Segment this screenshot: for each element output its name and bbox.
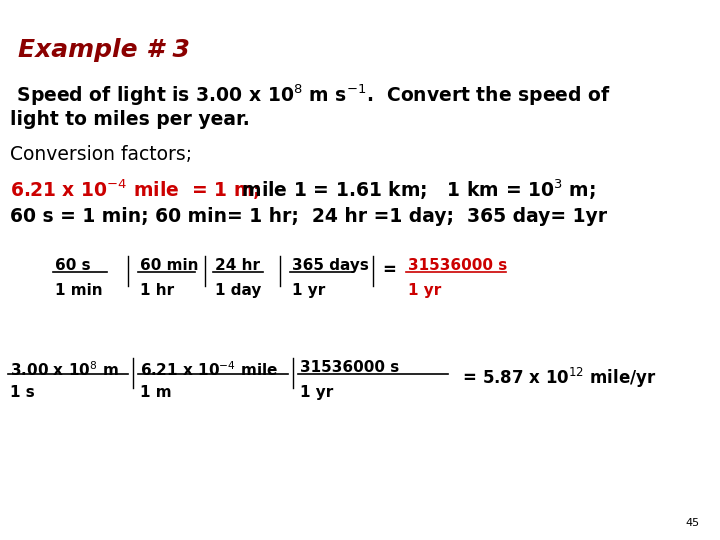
Text: 1 s: 1 s — [10, 385, 35, 400]
Text: 365 days: 365 days — [292, 258, 369, 273]
Text: 31536000 s: 31536000 s — [408, 258, 508, 273]
Text: 5.87 x 10$^{12}$ mile/yr: 5.87 x 10$^{12}$ mile/yr — [482, 366, 657, 390]
Text: 1 yr: 1 yr — [300, 385, 333, 400]
Text: =: = — [382, 261, 396, 279]
Text: 1 day: 1 day — [215, 283, 261, 298]
Text: 60 s: 60 s — [55, 258, 91, 273]
Text: 1 min: 1 min — [55, 283, 103, 298]
Text: 1 m: 1 m — [140, 385, 171, 400]
Text: 45: 45 — [686, 518, 700, 528]
Text: light to miles per year.: light to miles per year. — [10, 110, 250, 129]
Text: 60 s = 1 min; 60 min= 1 hr;  24 hr =1 day;  365 day= 1yr: 60 s = 1 min; 60 min= 1 hr; 24 hr =1 day… — [10, 207, 607, 226]
Text: =: = — [462, 369, 476, 387]
Text: 24 hr: 24 hr — [215, 258, 260, 273]
Text: 3.00 x 10$^{8}$ m: 3.00 x 10$^{8}$ m — [10, 360, 119, 379]
Text: 1 hr: 1 hr — [140, 283, 174, 298]
Text: Example # 3: Example # 3 — [18, 38, 190, 62]
Text: 31536000 s: 31536000 s — [300, 360, 400, 375]
Text: 1 yr: 1 yr — [292, 283, 325, 298]
Text: mile 1 = 1.61 km;   1 km = 10$^{3}$ m;: mile 1 = 1.61 km; 1 km = 10$^{3}$ m; — [222, 178, 596, 202]
Text: Conversion factors;: Conversion factors; — [10, 145, 192, 164]
Text: 1 yr: 1 yr — [408, 283, 441, 298]
Text: 60 min: 60 min — [140, 258, 199, 273]
Text: Speed of light is 3.00 x 10$^{8}$ m s$^{-1}$.  Convert the speed of: Speed of light is 3.00 x 10$^{8}$ m s$^{… — [10, 82, 611, 107]
Text: 6.21 x 10$^{-4}$ mile  = 1 m;: 6.21 x 10$^{-4}$ mile = 1 m; — [10, 178, 260, 202]
Text: 6.21 x 10$^{-4}$ mile: 6.21 x 10$^{-4}$ mile — [140, 360, 279, 379]
